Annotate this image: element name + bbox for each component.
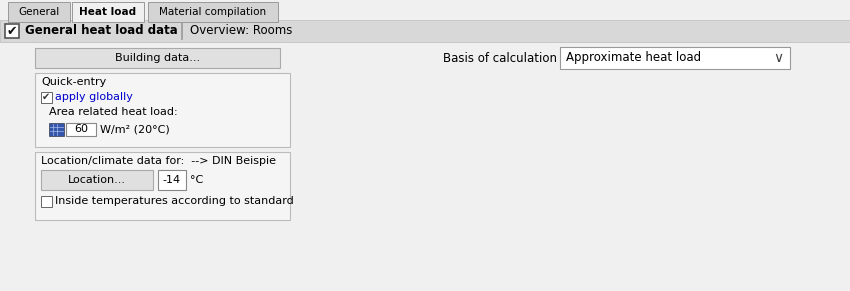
FancyBboxPatch shape	[148, 2, 278, 22]
Text: General: General	[19, 7, 60, 17]
Text: Building data...: Building data...	[115, 53, 200, 63]
FancyBboxPatch shape	[560, 47, 790, 69]
Text: Heat load: Heat load	[79, 7, 137, 17]
Text: ✔: ✔	[7, 24, 17, 38]
FancyBboxPatch shape	[35, 48, 280, 68]
FancyBboxPatch shape	[66, 123, 96, 136]
FancyBboxPatch shape	[35, 73, 290, 147]
Text: Basis of calculation: Basis of calculation	[443, 52, 557, 65]
FancyBboxPatch shape	[41, 92, 52, 103]
Text: Approximate heat load: Approximate heat load	[566, 52, 701, 65]
Text: -14: -14	[163, 175, 181, 185]
FancyBboxPatch shape	[41, 170, 153, 190]
Text: ∨: ∨	[773, 51, 783, 65]
FancyBboxPatch shape	[72, 2, 144, 22]
Text: Quick-entry: Quick-entry	[41, 77, 106, 87]
Text: Inside temperatures according to standard: Inside temperatures according to standar…	[55, 196, 294, 206]
Text: ✔: ✔	[42, 92, 50, 102]
Text: apply globally: apply globally	[55, 92, 133, 102]
FancyBboxPatch shape	[5, 24, 19, 38]
FancyBboxPatch shape	[49, 123, 64, 136]
Text: °C: °C	[190, 175, 203, 185]
Text: 60: 60	[74, 125, 88, 134]
Text: Area related heat load:: Area related heat load:	[49, 107, 178, 117]
Text: Material compilation: Material compilation	[160, 7, 267, 17]
Text: Location...: Location...	[68, 175, 126, 185]
Text: General heat load data: General heat load data	[25, 24, 178, 38]
FancyBboxPatch shape	[8, 2, 70, 22]
Text: W/m² (20°C): W/m² (20°C)	[100, 125, 170, 134]
FancyBboxPatch shape	[0, 20, 850, 42]
FancyBboxPatch shape	[35, 152, 290, 220]
Text: Overview: Rooms: Overview: Rooms	[190, 24, 292, 38]
Text: Location/climate data for:  --> DIN Beispie: Location/climate data for: --> DIN Beisp…	[41, 156, 276, 166]
FancyBboxPatch shape	[158, 170, 186, 190]
FancyBboxPatch shape	[41, 196, 52, 207]
